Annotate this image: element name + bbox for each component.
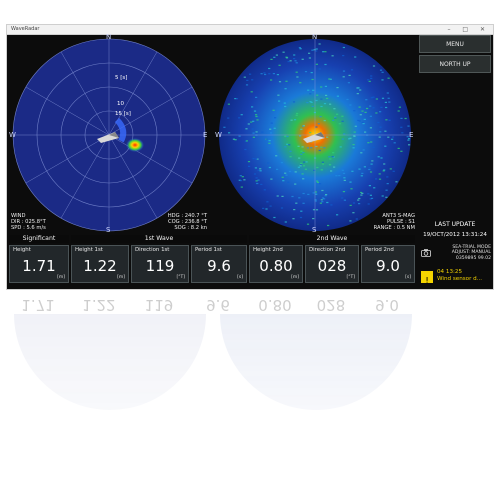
- ring-label-10: 10: [117, 101, 124, 107]
- reading-height-1st: Height 1st 1.22 [m]: [71, 245, 129, 283]
- last-update-value: 19/OCT/2012 13:31:24: [423, 232, 487, 238]
- window-controls[interactable]: – □ ✕: [447, 26, 490, 33]
- reflection-value: 119: [144, 296, 174, 314]
- reflection-value: 9.6: [206, 296, 230, 314]
- reading-unit: [m]: [57, 275, 65, 280]
- screen-reflection: 1.71 1.22 119 9.6 0.80 028 9.0: [6, 292, 494, 492]
- compass-s: S: [106, 226, 111, 234]
- heading: HDG : 240.7 °T: [167, 213, 207, 219]
- antenna: ANT3 S-MAG: [382, 213, 415, 219]
- radar-echo-image: [219, 39, 411, 231]
- title-bar: WaveRadar – □ ✕: [7, 25, 493, 35]
- reading-unit: [s]: [405, 275, 411, 280]
- wind-speed: SPD : 5.6 m/s: [11, 225, 46, 231]
- reading-period-2nd: Period 2nd 9.0 [s]: [361, 245, 415, 283]
- first-wave-header: 1st Wave: [71, 235, 247, 243]
- compass-w: W: [9, 131, 16, 139]
- reflection-value: 0.80: [258, 296, 292, 314]
- reading-label: Height: [13, 247, 31, 253]
- significant-header: Significant: [9, 235, 69, 243]
- reading-height: Height 1.71 [m]: [9, 245, 69, 283]
- reflection-value: 028: [316, 296, 346, 314]
- last-update-label: LAST UPDATE: [434, 221, 476, 228]
- reading-unit: [°T]: [346, 275, 355, 280]
- reading-label: Period 2nd: [365, 247, 394, 253]
- reading-label: Direction 2nd: [309, 247, 346, 253]
- reading-direction-2nd: Direction 2nd 028 [°T]: [305, 245, 359, 283]
- reading-label: Direction 1st: [135, 247, 170, 253]
- cog: COG : 236.8 °T: [167, 219, 207, 225]
- reading-value: 1.22: [83, 257, 117, 275]
- reading-unit: [s]: [237, 275, 243, 280]
- warning-icon: !: [421, 271, 433, 287]
- reading-unit: [m]: [291, 275, 299, 280]
- compass-w: W: [215, 131, 222, 139]
- second-wave-header: 2nd Wave: [249, 235, 415, 243]
- wave-spectrum-panel: N S E W 5 [s] 10 15 [s] WIND DIR : 025.8…: [9, 33, 209, 235]
- reflection-radar: [14, 314, 412, 410]
- reading-value: 028: [317, 257, 347, 275]
- alert-message[interactable]: ! 04 13:25 Wind sensor d...: [419, 267, 491, 289]
- reflection-value: 9.0: [375, 296, 399, 314]
- reading-unit: [m]: [117, 275, 125, 280]
- reflection-value: 1.71: [21, 296, 55, 314]
- compass-n: N: [106, 33, 112, 41]
- north-up-button[interactable]: NORTH UP: [419, 55, 491, 73]
- compass-n: N: [312, 33, 318, 41]
- reflection-row: 1.71 1.22 119 9.6 0.80 028 9.0: [6, 292, 494, 314]
- reading-height-2nd: Height 2nd 0.80 [m]: [249, 245, 303, 283]
- serial-code: 0359895 99.02: [455, 255, 491, 261]
- reading-value: 1.71: [22, 257, 56, 275]
- reading-label: Height 2nd: [253, 247, 283, 253]
- sidebar: MENU NORTH UP LAST UPDATE 19/OCT/2012 13…: [417, 35, 493, 287]
- window-title: WaveRadar: [11, 26, 40, 32]
- wind-dir: DIR : 025.8°T: [11, 219, 46, 225]
- reading-value: 9.0: [376, 257, 400, 275]
- wave-radar-window: WaveRadar – □ ✕: [6, 24, 494, 290]
- antenna-info: ANT3 S-MAG PULSE : S1 RANGE : 0.5 NM: [374, 213, 415, 231]
- ring-label-5: 5 [s]: [115, 75, 128, 81]
- reading-unit: [°T]: [176, 275, 185, 280]
- reading-value: 9.6: [207, 257, 231, 275]
- range: RANGE : 0.5 NM: [373, 225, 415, 231]
- trial-mode: SEA-TRIAL MODE: [452, 245, 491, 250]
- pulse: PULSE : S1: [386, 219, 415, 225]
- heading-info: HDG : 240.7 °T COG : 236.8 °T SOG : 8.2 …: [168, 213, 207, 231]
- radar-echo-panel: N S E W ANT3 S-MAG PULSE : S1 RANGE : 0.…: [215, 33, 415, 235]
- reading-value: 0.80: [259, 257, 293, 275]
- alert-text: Wind sensor d...: [437, 275, 483, 282]
- sog: SOG : 8.2 kn: [174, 225, 207, 231]
- adjust-mode: ADJUST: MANUAL: [451, 250, 491, 256]
- reading-label: Height 1st: [75, 247, 103, 253]
- camera-icon[interactable]: [421, 248, 431, 258]
- menu-button[interactable]: MENU: [419, 35, 491, 53]
- compass-s: S: [312, 226, 317, 234]
- svg-text:!: !: [425, 277, 429, 287]
- reading-direction-1st: Direction 1st 119 [°T]: [131, 245, 189, 283]
- reflection-value: 1.22: [82, 296, 116, 314]
- trial-mode-info: SEA-TRIAL MODE ADJUST: MANUAL 0359895 99…: [433, 245, 491, 261]
- wind-label: WIND: [11, 213, 26, 219]
- compass-e: E: [409, 131, 414, 139]
- reading-label: Period 1st: [195, 247, 222, 253]
- alert-time: 04 13:25: [437, 269, 463, 275]
- wave-spectrum-plot: [12, 38, 206, 232]
- wind-info: WIND DIR : 025.8°T SPD : 5.6 m/s: [11, 213, 46, 231]
- compass-e: E: [203, 131, 208, 139]
- reading-value: 119: [145, 257, 175, 275]
- reading-period-1st: Period 1st 9.6 [s]: [191, 245, 247, 283]
- ring-label-15: 15 [s]: [115, 111, 131, 117]
